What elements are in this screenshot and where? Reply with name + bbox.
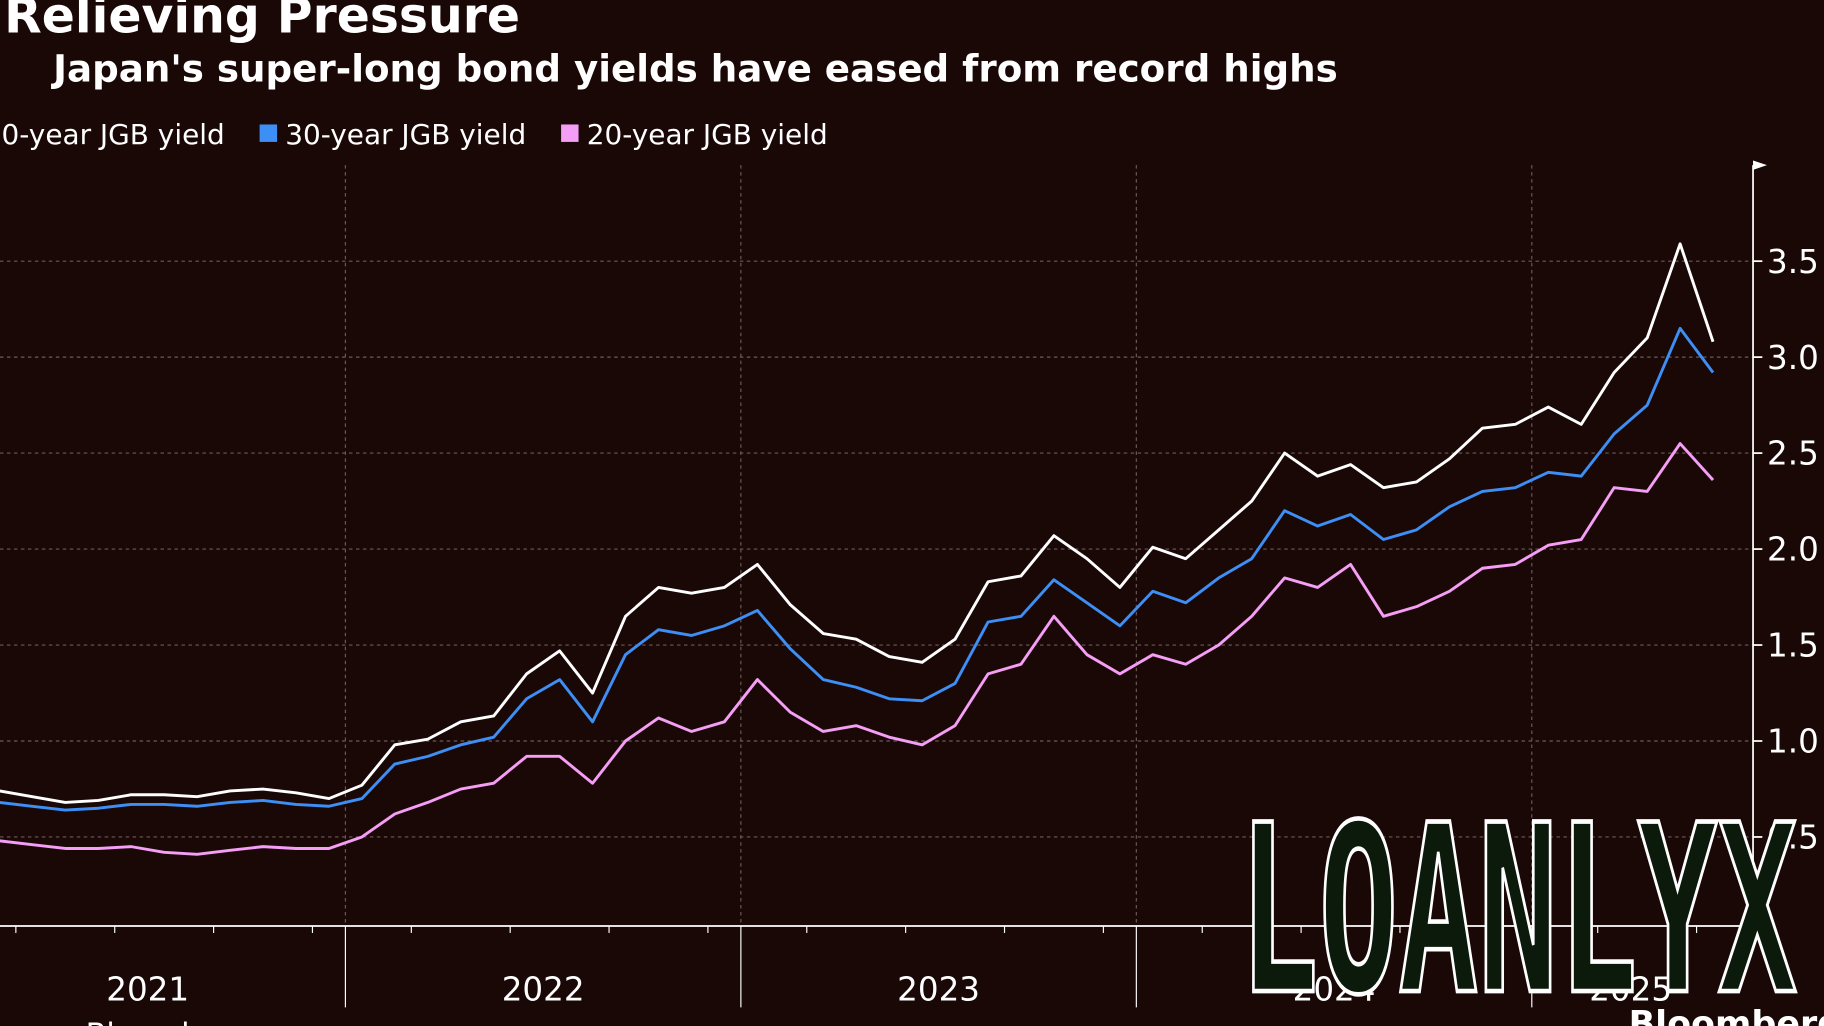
y-tick-label: 1.0 [1767, 723, 1819, 761]
series-line [0, 442, 1715, 856]
legend-label: 40-year JGB yield [0, 118, 225, 151]
y-tick-label: 3.5 [1767, 243, 1819, 281]
legend-label: 20-year JGB yield [587, 118, 828, 151]
watermark: LOANLYX [1239, 775, 1797, 1026]
x-tick-label: 2022 [502, 970, 585, 1008]
y-tick-label: 2.0 [1767, 531, 1819, 569]
source: Source: Bloomberg [0, 1018, 250, 1026]
y-tick-label: 3.0 [1767, 339, 1819, 377]
x-tick-label: 2021 [106, 970, 189, 1008]
series-line [0, 326, 1715, 812]
brand: Bloomberg [1629, 1004, 1824, 1026]
chart-subtitle: Japan's super-long bond yields have ease… [50, 46, 1338, 90]
x-tick-label: 2024 [1293, 970, 1376, 1008]
x-tick-label: 2025 [1589, 970, 1672, 1008]
x-tick-label: 2023 [897, 970, 980, 1008]
legend-swatch [561, 124, 579, 142]
chart-title: Relieving Pressure [4, 0, 520, 45]
series-line [0, 242, 1715, 804]
y-tick-label: 1.5 [1767, 627, 1819, 665]
legend-label: 30-year JGB yield [285, 118, 526, 151]
y-axis-arrow [1753, 160, 1767, 170]
y-tick-label: 2.5 [1767, 435, 1819, 473]
legend-swatch [259, 124, 278, 142]
y-tick-label: 0.5 [1767, 819, 1819, 857]
